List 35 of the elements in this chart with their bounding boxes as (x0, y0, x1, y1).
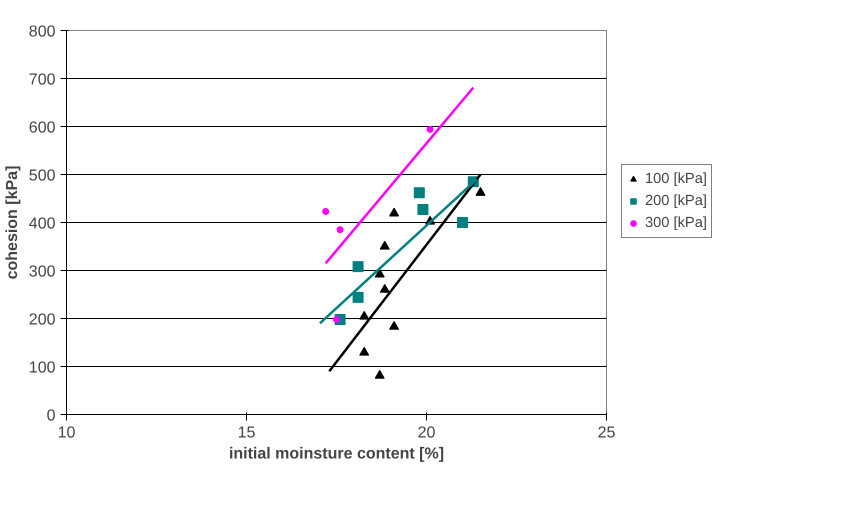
legend-label: 100 [kPa] (645, 171, 707, 187)
point (374, 268, 385, 278)
y-tick-label: 0 (46, 408, 56, 424)
legend-label: 300 [kPa] (645, 215, 707, 231)
y-tick-label: 300 (28, 264, 56, 280)
point (380, 284, 390, 293)
x-axis-title: initial moinsture content [%] (228, 446, 444, 462)
y-tick-label: 700 (28, 72, 56, 88)
point (374, 370, 385, 379)
point (389, 208, 400, 216)
point (322, 208, 330, 215)
y-tick-label: 800 (28, 24, 56, 40)
point (426, 126, 434, 133)
y-axis-title: cohesion [kPa] (4, 166, 21, 280)
y-tick-label: 200 (28, 312, 56, 328)
point (414, 187, 425, 198)
y-tick-label: 400 (28, 216, 56, 232)
y-tick-label: 100 (28, 360, 56, 376)
point (476, 187, 486, 196)
x-tick-label: 25 (598, 424, 616, 442)
point (359, 310, 370, 320)
legend-label: 200 [kPa] (645, 193, 707, 209)
y-tick-label: 500 (28, 168, 56, 184)
point (417, 204, 428, 216)
point (352, 292, 364, 303)
point (380, 240, 390, 250)
x-tick-label: 15 (238, 424, 256, 442)
point (359, 346, 370, 356)
x-tick-label: 20 (418, 424, 436, 442)
point (389, 320, 400, 330)
point (352, 261, 364, 272)
point (336, 226, 344, 234)
point (457, 217, 468, 228)
y-tick-label: 600 (28, 120, 56, 136)
x-tick-label: 10 (58, 424, 76, 442)
